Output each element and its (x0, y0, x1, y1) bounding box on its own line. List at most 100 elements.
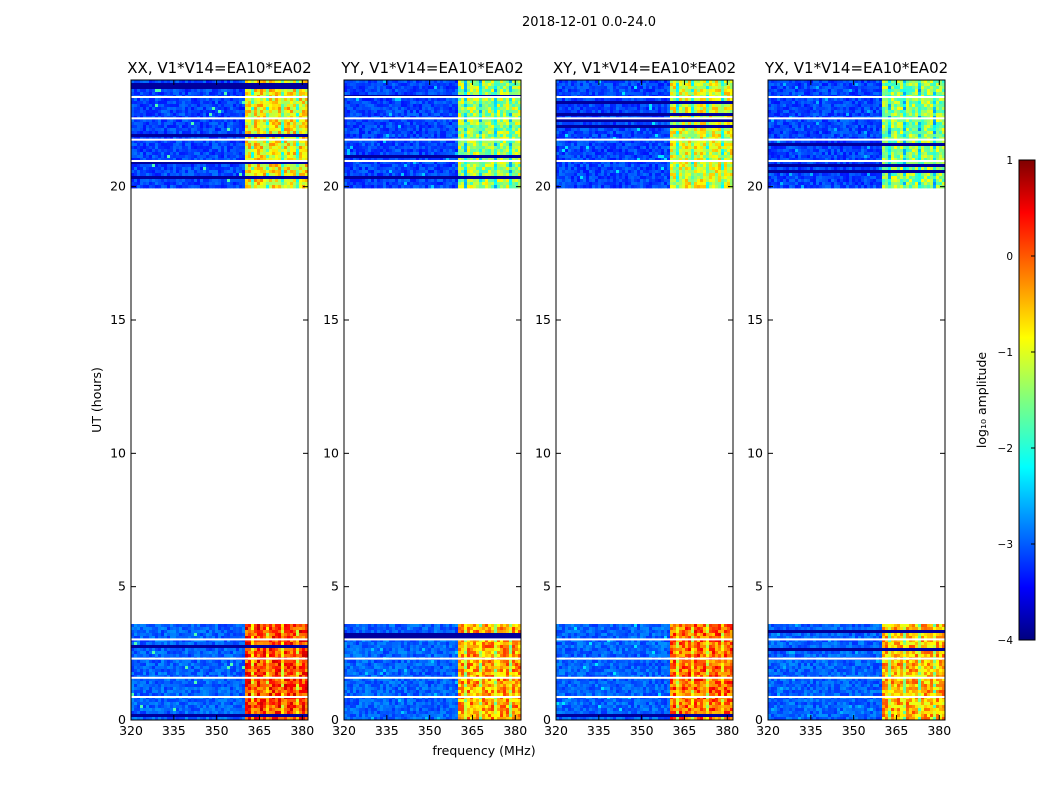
heat-cell (143, 684, 147, 688)
heat-cell (293, 170, 297, 174)
heat-cell (173, 660, 177, 664)
heat-cell (248, 110, 252, 114)
heat-cell (284, 684, 288, 688)
heat-cell (233, 152, 237, 156)
heat-cell (293, 654, 297, 658)
heat-cell (221, 86, 225, 90)
heat-cell (446, 630, 450, 634)
heat-cell (287, 152, 291, 156)
heat-cell (284, 627, 288, 631)
heat-cell (257, 167, 261, 171)
heat-cell (212, 185, 216, 189)
heat-cell (383, 633, 387, 637)
heat-cell (164, 113, 168, 117)
heat-cell (131, 92, 135, 96)
heat-cell (278, 92, 282, 96)
heat-cell (512, 654, 516, 658)
heat-cell (152, 660, 156, 664)
heat-cell (242, 161, 246, 165)
heat-cell (440, 669, 444, 673)
heat-cell (248, 651, 252, 655)
heat-cell (131, 660, 135, 664)
heat-cell (275, 660, 279, 664)
heat-cell (296, 690, 300, 694)
heat-cell (176, 134, 180, 138)
heat-cell (167, 651, 171, 655)
heat-cell (260, 708, 264, 712)
heat-cell (185, 675, 189, 679)
heat-cell (146, 110, 150, 114)
heat-cell (494, 654, 498, 658)
heat-cell (158, 711, 162, 715)
heat-cell (275, 167, 279, 171)
heat-cell (497, 648, 501, 652)
heat-cell (146, 705, 150, 709)
heat-cell (287, 654, 291, 658)
heat-cell (227, 131, 231, 135)
heat-cell (236, 708, 240, 712)
heat-cell (434, 660, 438, 664)
heat-cell (305, 125, 309, 129)
heat-cell (224, 645, 228, 649)
heat-cell (230, 693, 234, 697)
heat-cell (251, 107, 255, 111)
heat-cell (251, 143, 255, 147)
heat-cell (500, 651, 504, 655)
heat-cell (254, 170, 258, 174)
heat-cell (191, 693, 195, 697)
heat-cell (287, 642, 291, 646)
heat-cell (275, 717, 279, 721)
heat-cell (506, 666, 510, 670)
heat-cell (149, 672, 153, 676)
heat-cell (344, 630, 348, 634)
heat-cell (137, 104, 141, 108)
heat-cell (215, 152, 219, 156)
heat-cell (290, 666, 294, 670)
heat-cell (506, 636, 510, 640)
heat-cell (236, 173, 240, 177)
heat-cell (146, 146, 150, 150)
heat-cell (179, 107, 183, 111)
heat-cell (488, 648, 492, 652)
heat-cell (377, 642, 381, 646)
heat-cell (152, 699, 156, 703)
heat-cell (263, 714, 267, 718)
heat-cell (173, 648, 177, 652)
heat-cell (254, 104, 258, 108)
heat-cell (284, 110, 288, 114)
heat-cell (293, 167, 297, 171)
heat-cell (254, 86, 258, 90)
heat-cell (512, 636, 516, 640)
heat-cell (272, 107, 276, 111)
heat-cell (179, 158, 183, 162)
heat-cell (248, 660, 252, 664)
heat-cell (185, 89, 189, 93)
heat-cell (245, 161, 249, 165)
heat-cell (239, 651, 243, 655)
heat-cell (170, 149, 174, 153)
heat-cell (290, 119, 294, 123)
heat-cell (272, 167, 276, 171)
heat-cell (230, 113, 234, 117)
heat-cell (392, 639, 396, 643)
heat-cell (263, 173, 267, 177)
heat-cell (296, 140, 300, 144)
heat-cell (209, 663, 213, 667)
heat-cell (347, 663, 351, 667)
heat-cell (302, 80, 306, 84)
heat-cell (140, 639, 144, 643)
heat-cell (191, 86, 195, 90)
heat-cell (272, 113, 276, 117)
heat-cell (266, 143, 270, 147)
heat-cell (362, 624, 366, 628)
heat-cell (434, 639, 438, 643)
heat-cell (272, 717, 276, 721)
heat-cell (137, 155, 141, 159)
heat-cell (233, 80, 237, 84)
heat-cell (302, 633, 306, 637)
heat-cell (302, 101, 306, 105)
heat-cell (224, 119, 228, 123)
heat-cell (296, 699, 300, 703)
heat-cell (191, 714, 195, 718)
heat-cell (290, 146, 294, 150)
